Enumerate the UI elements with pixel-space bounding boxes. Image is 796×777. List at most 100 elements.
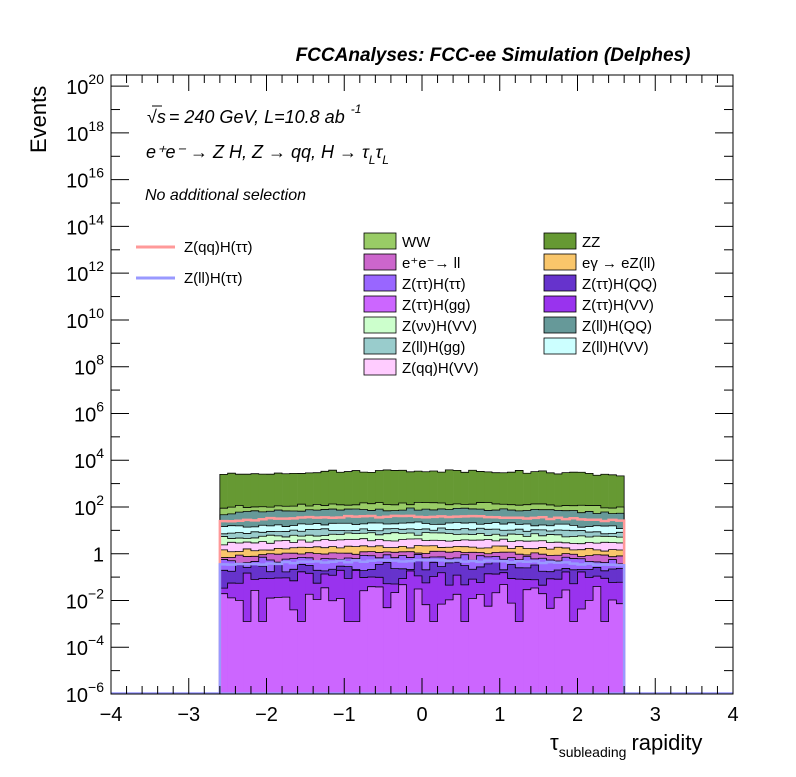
selection-label: No additional selection — [145, 187, 306, 204]
outline-ee_ll — [219, 550, 625, 694]
legend-swatch-ee_ll — [363, 253, 397, 271]
bar-Ztautau_Hgg-24 — [406, 621, 415, 694]
y-tick-label: 1018 — [66, 118, 104, 146]
legend-label-Ztautau_Hgg: Z(ττ)H(gg) — [402, 297, 471, 314]
legend-label-ZZ: ZZ — [582, 234, 600, 251]
bar-Ztautau_Hgg-8 — [282, 597, 291, 694]
bar-Ztautau_Hgg-2 — [235, 600, 244, 694]
bar-Ztautau_Hgg-0 — [219, 593, 228, 694]
bar-Ztautau_Hgg-39 — [523, 589, 532, 694]
y-tick-label: 1012 — [66, 258, 104, 286]
bar-Ztautau_Hgg-46 — [577, 609, 586, 694]
bar-Ztautau_Hgg-28 — [437, 604, 446, 694]
y-tick-label: 108 — [74, 352, 104, 380]
bar-Ztautau_Hgg-44 — [561, 590, 571, 694]
bar-Ztautau_Hgg-48 — [593, 586, 602, 694]
legend-swatch-Zll_HVV — [543, 337, 577, 355]
outline-Zll_Hgg — [219, 527, 625, 694]
legend-label-Zll_HQQ: Z(ll)H(QQ) — [582, 318, 652, 335]
legend-swatch-Ztautau_HVV — [543, 295, 577, 313]
legend-swatch-Ztautau_Hgg — [363, 295, 397, 313]
x-axis-label: τsubleading rapidity — [550, 730, 702, 760]
legend-label-Zll_Hgg: Z(ll)H(gg) — [402, 339, 465, 356]
x-tick-label: 3 — [650, 704, 661, 726]
legend-swatch-egamma — [543, 253, 577, 271]
bar-Ztautau_Hgg-18 — [359, 590, 368, 694]
y-tick-label: 10−6 — [66, 679, 104, 707]
outline-egamma — [219, 545, 625, 694]
x-tick-label: 4 — [727, 704, 738, 726]
legend-swatch-Zqq_HVV — [363, 358, 397, 376]
bar-Ztautau_Hgg-29 — [445, 599, 454, 694]
x-tick-label: 1 — [494, 704, 505, 726]
legend-label-ee_ll: e⁺e⁻→ ll — [402, 255, 460, 272]
bar-Ztautau_Hgg-23 — [398, 584, 407, 694]
bar-Ztautau_Hgg-42 — [546, 608, 555, 694]
outline-Ztautau_Hgg — [219, 584, 625, 694]
legend-swatch-Zll_Hgg — [363, 337, 397, 355]
process-label: e⁺e⁻ → Z H, Z → qq, H → τLτL — [146, 142, 389, 167]
y-tick-label: 1 — [93, 545, 104, 567]
y-tick-label: 10−2 — [66, 585, 104, 613]
bar-Ztautau_Hgg-11 — [305, 594, 314, 694]
outline-Ztautau_HVV — [219, 569, 625, 694]
bar-Ztautau_Hgg-34 — [484, 606, 493, 694]
bar-Ztautau_Hgg-26 — [422, 604, 431, 694]
legend-swatch-Znunu_HVV — [363, 316, 397, 334]
bar-Ztautau_Hgg-22 — [390, 592, 399, 694]
outline-ZZ — [219, 469, 625, 694]
y-tick-label: 1014 — [66, 211, 104, 239]
legend-label-Zqq_HVV: Z(qq)H(VV) — [402, 360, 479, 377]
bar-Ztautau_Hgg-38 — [515, 621, 524, 694]
bar-Ztautau_Hgg-41 — [538, 593, 547, 694]
y-tick-label: 104 — [74, 445, 104, 473]
bar-Ztautau_Hgg-1 — [227, 597, 236, 694]
bar-Ztautau_Hgg-45 — [569, 621, 578, 694]
chart-title: FCCAnalyses: FCC-ee Simulation (Delphes) — [296, 45, 691, 66]
bar-Ztautau_Hgg-13 — [320, 587, 329, 694]
y-tick-label: 106 — [74, 398, 104, 426]
legend-swatch-ZZ — [543, 232, 577, 250]
bar-Ztautau_Hgg-12 — [313, 599, 322, 694]
signal-line-sig_qq — [218, 514, 626, 694]
bar-Ztautau_Hgg-47 — [585, 600, 594, 694]
legend-label-sig_ll: Z(ll)H(ττ) — [184, 270, 243, 287]
legend-swatch-Ztautau_HQQ — [543, 274, 577, 292]
bar-Ztautau_Hgg-51 — [616, 603, 625, 694]
tick-layer — [110, 75, 734, 695]
bar-Ztautau_Hgg-19 — [367, 586, 376, 694]
bar-Ztautau_Hgg-5 — [258, 621, 267, 694]
legend-label-egamma: eγ → eZ(ll) — [582, 255, 655, 272]
bar-Ztautau_Hgg-30 — [453, 594, 462, 694]
bar-Ztautau_Hgg-4 — [250, 590, 260, 694]
signal-legend: Z(qq)H(ττ) Z(ll)H(ττ) — [136, 239, 253, 287]
outline-Ztautau_HQQ — [219, 559, 625, 694]
x-tick-label: −4 — [100, 704, 123, 726]
y-tick-label: 10−4 — [66, 632, 104, 660]
bar-Ztautau_Hgg-17 — [352, 621, 361, 694]
x-tick-label: −3 — [177, 704, 200, 726]
bar-Ztautau_Hgg-27 — [429, 621, 438, 694]
legend-label-Znunu_HVV: Z(νν)H(VV) — [402, 318, 477, 335]
bar-Ztautau_Hgg-3 — [243, 621, 252, 694]
signal-line-sig_ll — [218, 558, 626, 694]
y-axis-label: Events — [26, 86, 51, 153]
y-tick-label: 102 — [74, 492, 104, 520]
outline-Zll_HQQ — [219, 507, 625, 694]
background-legend: WW ZZ e⁺e⁻→ ll eγ → eZ(ll) Z(ττ)H(ττ) Z(ττ)H(… — [363, 232, 657, 377]
y-tick-labels: 10−6 10−4 10−2 1 102 104 106 108 1010 1012 1014 101… — [66, 71, 104, 707]
bar-Ztautau_Hgg-9 — [289, 609, 298, 694]
bar-Ztautau_Hgg-16 — [344, 621, 353, 694]
bar-Ztautau_Hgg-6 — [266, 598, 275, 694]
outline-Ztautau_Htautau — [219, 554, 625, 694]
legend-label-sig_qq: Z(qq)H(ττ) — [184, 239, 253, 256]
y-tick-label: 1020 — [66, 71, 104, 99]
x-tick-labels: −4 −3 −2 −1 0 1 2 3 4 — [100, 704, 739, 726]
legend-label-Ztautau_HQQ: Z(ττ)H(QQ) — [582, 276, 657, 293]
outline-Zll_HVV — [219, 521, 625, 694]
energy-lumi-label: √s = 240 GeV, L=10.8 ab -1 — [147, 102, 361, 127]
x-tick-label: −1 — [333, 704, 356, 726]
bar-Ztautau_Hgg-33 — [476, 594, 485, 694]
